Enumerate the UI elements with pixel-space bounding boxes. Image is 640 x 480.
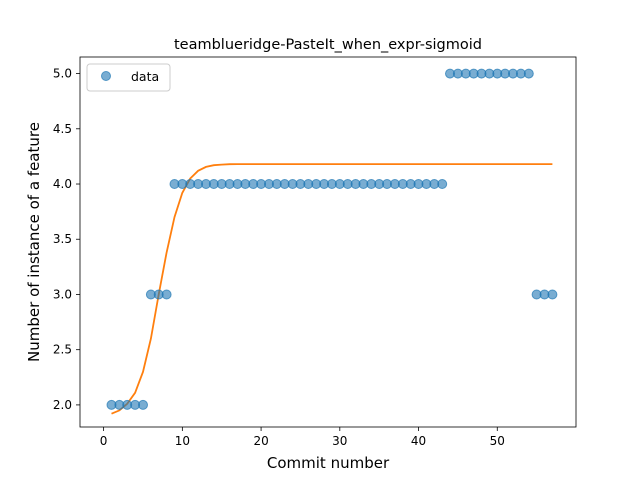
legend-label-data: data xyxy=(131,69,159,84)
y-tick-label: 2.0 xyxy=(53,398,72,412)
y-tick-label: 5.0 xyxy=(53,67,72,81)
x-tick-label: 10 xyxy=(175,434,190,448)
y-tick-label: 3.0 xyxy=(53,287,72,301)
x-axis-ticks: 0 10 20 30 40 50 xyxy=(100,427,505,448)
y-tick-label: 2.5 xyxy=(53,343,72,357)
fitted-curve-layer xyxy=(111,163,553,415)
data-point xyxy=(547,289,558,300)
x-tick-label: 20 xyxy=(253,434,268,448)
data-point xyxy=(523,68,534,79)
legend-box xyxy=(86,63,171,92)
y-tick-label: 4.0 xyxy=(53,177,72,191)
x-tick-label: 50 xyxy=(490,434,505,448)
data-point xyxy=(437,179,448,189)
chart-title: teamblueridge-PasteIt_when_expr-sigmoid xyxy=(174,37,482,53)
x-tick-label: 0 xyxy=(100,434,108,448)
fitted-curve-line xyxy=(111,163,553,415)
y-axis-label: Number of instance of a feature xyxy=(25,122,43,362)
plot-area xyxy=(80,57,576,427)
y-tick-label: 3.5 xyxy=(53,232,72,246)
data-point xyxy=(138,399,148,410)
legend-marker-data xyxy=(101,71,111,81)
legend: data xyxy=(86,63,171,92)
data-point xyxy=(161,289,172,300)
y-axis-ticks: 2.0 2.5 3.0 3.5 4.0 4.5 5.0 xyxy=(53,67,80,412)
plot-frame xyxy=(79,56,577,428)
data-points-layer xyxy=(106,68,558,410)
x-axis-label: Commit number xyxy=(267,454,390,472)
x-tick-label: 30 xyxy=(332,434,347,448)
y-tick-label: 4.5 xyxy=(53,122,72,136)
x-tick-label: 40 xyxy=(411,434,426,448)
